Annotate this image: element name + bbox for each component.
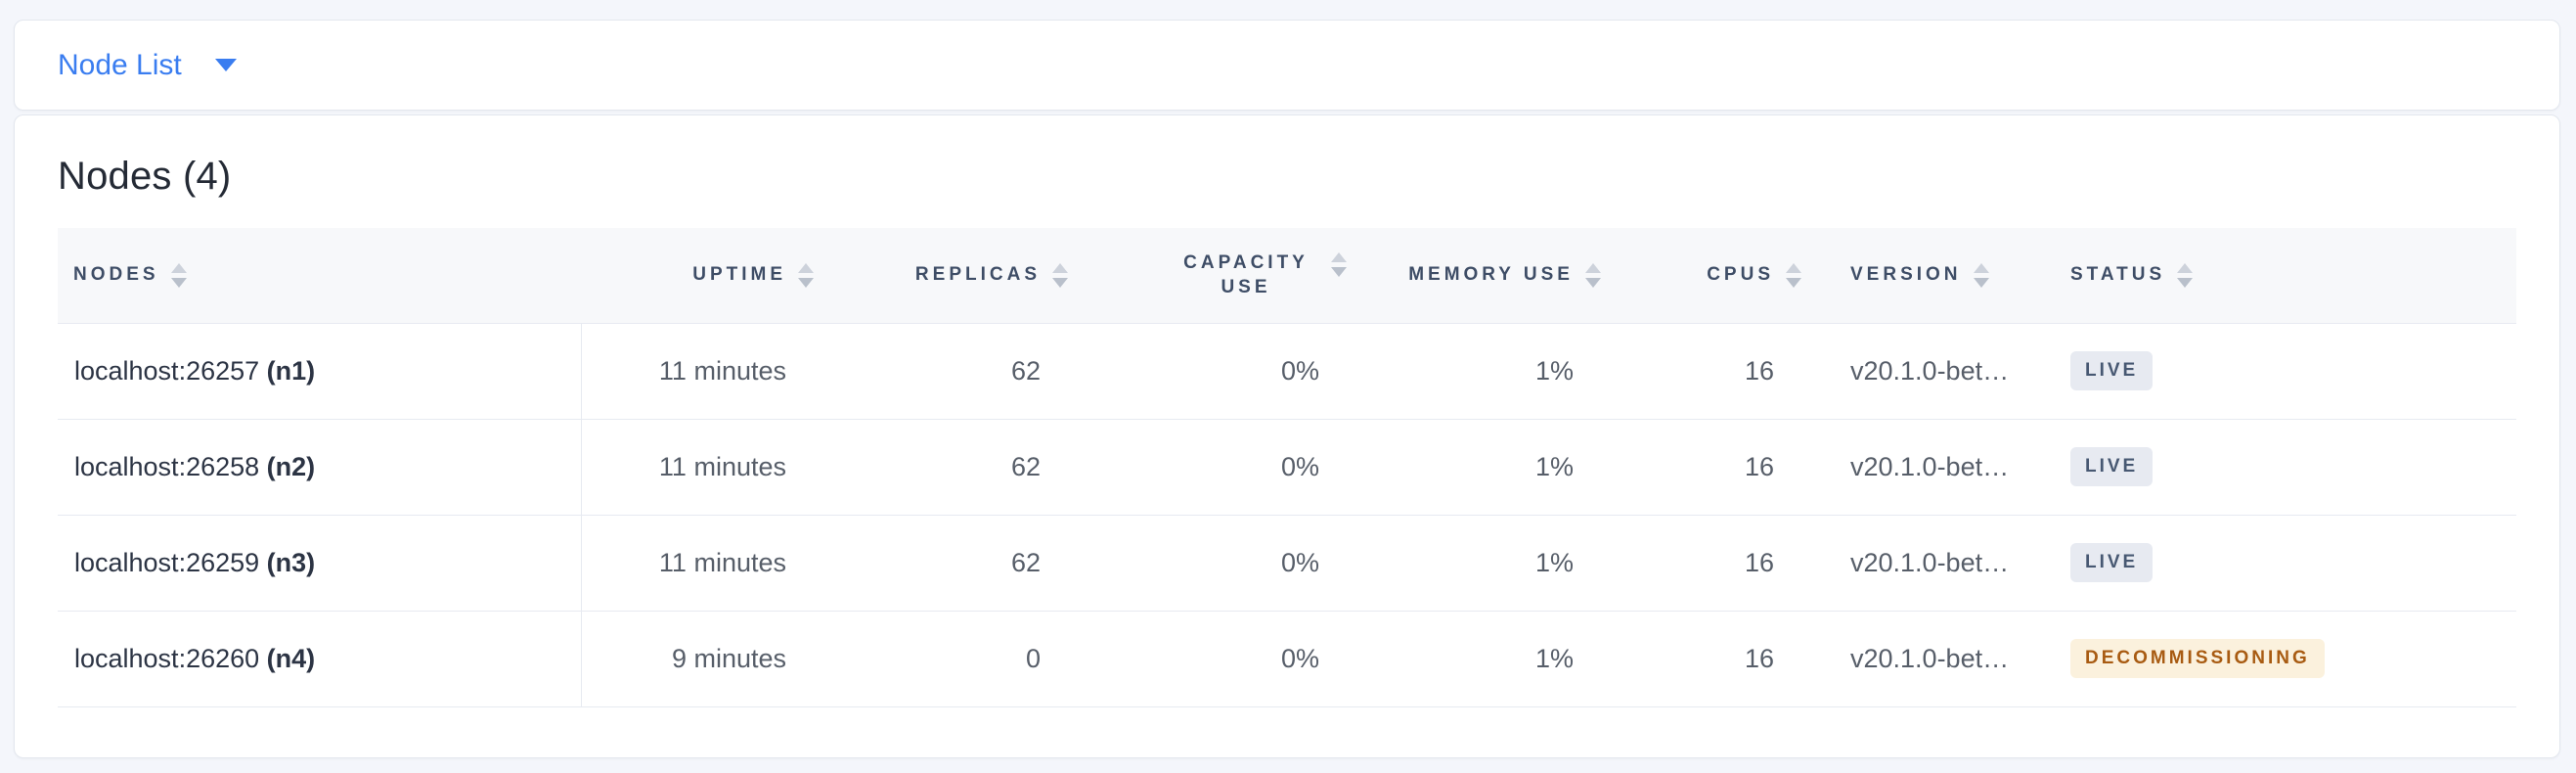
column-label-nodes: NODES [73, 264, 159, 286]
node-address: localhost:26257 [74, 355, 260, 386]
table-row[interactable]: localhost:26257 (n1) 11 minutes 62 0% 1%… [58, 323, 2516, 420]
status-cell: LIVE [2045, 323, 2516, 420]
status-cell: DECOMMISSIONING [2045, 611, 2516, 707]
uptime-cell: 11 minutes [581, 419, 837, 516]
node-address: localhost:26259 [74, 547, 260, 577]
nodes-table: NODES UPTIME REPLICAS [58, 228, 2516, 707]
column-label-capacity-use: CAPACITY USE [1183, 251, 1309, 298]
node-address: localhost:26258 [74, 451, 260, 481]
cpus-cell: 16 [1624, 515, 1825, 612]
column-label-cpus: CPUS [1707, 264, 1774, 286]
replicas-cell: 62 [837, 323, 1091, 420]
table-row[interactable]: localhost:26260 (n4) 9 minutes 0 0% 1% 1… [58, 611, 2516, 707]
cpus-cell: 16 [1624, 611, 1825, 707]
cpus-cell: 16 [1624, 323, 1825, 420]
memory-use-cell: 1% [1370, 419, 1624, 516]
capacity-use-cell: 0% [1091, 419, 1370, 516]
capacity-use-cell: 0% [1091, 611, 1370, 707]
node-address-cell[interactable]: localhost:26259 (n3) [58, 515, 582, 612]
sort-icon[interactable] [798, 262, 814, 288]
status-badge: LIVE [2070, 351, 2154, 390]
cpus-cell: 16 [1624, 419, 1825, 516]
sort-icon[interactable] [1786, 262, 1801, 288]
column-label-uptime: UPTIME [692, 264, 786, 286]
memory-use-cell: 1% [1370, 515, 1624, 612]
replicas-cell: 62 [837, 419, 1091, 516]
column-header-capacity-use[interactable]: CAPACITY USE [1091, 228, 1370, 324]
node-list-dropdown-label: Node List [58, 48, 182, 81]
status-badge: DECOMMISSIONING [2070, 639, 2325, 678]
version-cell: v20.1.0-bet… [1825, 515, 2045, 612]
version-cell: v20.1.0-bet… [1825, 419, 2045, 516]
column-label-memory-use: MEMORY USE [1408, 264, 1574, 286]
replicas-cell: 0 [837, 611, 1091, 707]
node-id: (n4) [266, 643, 316, 673]
column-header-uptime[interactable]: UPTIME [581, 228, 837, 324]
uptime-cell: 9 minutes [581, 611, 837, 707]
column-header-version[interactable]: VERSION [1825, 228, 2045, 324]
column-header-nodes[interactable]: NODES [58, 228, 581, 324]
sort-icon[interactable] [1973, 262, 1989, 288]
sort-icon[interactable] [1331, 251, 1347, 277]
column-header-status[interactable]: STATUS [2045, 228, 2516, 324]
uptime-cell: 11 minutes [581, 323, 837, 420]
node-id: (n1) [266, 355, 316, 386]
view-selector-card: Node List [14, 20, 2560, 111]
column-label-version: VERSION [1850, 264, 1962, 286]
status-cell: LIVE [2045, 515, 2516, 612]
status-badge: LIVE [2070, 447, 2154, 486]
memory-use-cell: 1% [1370, 611, 1624, 707]
replicas-cell: 62 [837, 515, 1091, 612]
capacity-use-cell: 0% [1091, 515, 1370, 612]
table-header-row: NODES UPTIME REPLICAS [58, 228, 2516, 324]
sort-icon[interactable] [2177, 262, 2194, 288]
sort-icon[interactable] [170, 262, 187, 288]
uptime-cell: 11 minutes [581, 515, 837, 612]
page-title: Nodes (4) [58, 155, 232, 198]
version-cell: v20.1.0-bet… [1825, 323, 2045, 420]
status-badge: LIVE [2070, 543, 2154, 582]
node-list-dropdown[interactable]: Node List [58, 49, 237, 82]
node-address: localhost:26260 [74, 643, 260, 673]
node-address-cell[interactable]: localhost:26257 (n1) [58, 323, 582, 420]
nodes-card: Nodes (4) NODES UPTIME [14, 114, 2560, 758]
table-row[interactable]: localhost:26258 (n2) 11 minutes 62 0% 1%… [58, 419, 2516, 516]
column-header-memory-use[interactable]: MEMORY USE [1370, 228, 1624, 324]
caret-down-icon [214, 59, 237, 71]
column-header-cpus[interactable]: CPUS [1624, 228, 1825, 324]
node-id: (n2) [266, 451, 316, 481]
node-address-cell[interactable]: localhost:26258 (n2) [58, 419, 582, 516]
sort-icon[interactable] [1052, 262, 1068, 288]
node-address-cell[interactable]: localhost:26260 (n4) [58, 611, 582, 707]
column-label-replicas: REPLICAS [914, 264, 1041, 286]
sort-icon[interactable] [1585, 262, 1601, 288]
table-row[interactable]: localhost:26259 (n3) 11 minutes 62 0% 1%… [58, 515, 2516, 612]
column-header-replicas[interactable]: REPLICAS [837, 228, 1091, 324]
version-cell: v20.1.0-bet… [1825, 611, 2045, 707]
memory-use-cell: 1% [1370, 323, 1624, 420]
capacity-use-cell: 0% [1091, 323, 1370, 420]
node-id: (n3) [266, 547, 316, 577]
status-cell: LIVE [2045, 419, 2516, 516]
column-label-status: STATUS [2070, 264, 2166, 286]
